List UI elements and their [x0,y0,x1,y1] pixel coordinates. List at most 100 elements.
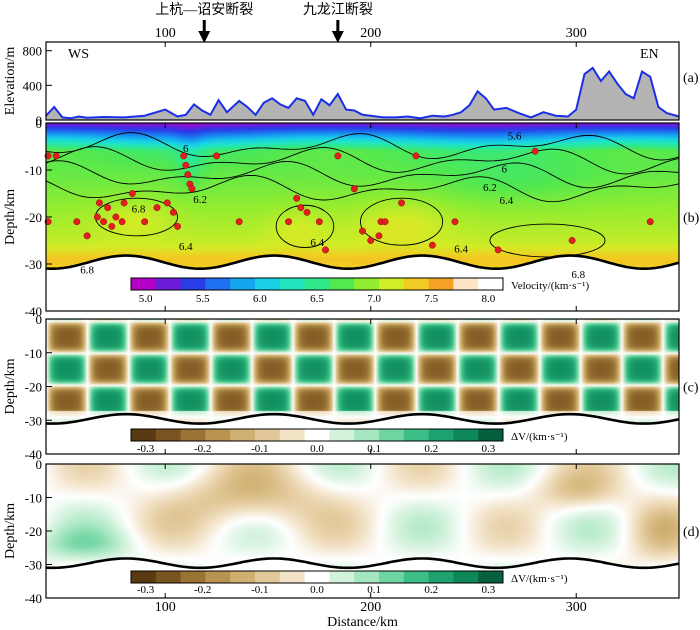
earthquake-dot [367,237,375,244]
colorbar-tick-label: 0.0 [310,443,324,455]
colorbar-tick-label: 0.3 [482,443,496,455]
earthquake-dot [174,222,181,230]
contour-label: 6.8 [80,264,94,276]
dv-colorbar-c-frame [130,428,504,442]
colorbar-swatch [403,278,430,290]
velocity-contour-closed [489,223,606,258]
colorbar-swatch [453,429,479,441]
colorbar-swatch [304,278,330,290]
colorbar-swatch [205,571,231,583]
label-en: EN [640,47,659,62]
earthquake-dot [412,152,420,160]
earthquake-dot [285,218,292,226]
earthquake-dot [646,218,654,226]
panel-a-frame [45,41,680,121]
depth-tick-label: -30 [25,413,42,428]
depth-tick-label: -20 [25,210,42,225]
earthquake-dot [118,218,126,226]
dv-colorbar-d-label: ΔV/(km·s⁻¹) [511,573,568,585]
top-tick-label: 200 [360,26,381,41]
earthquake-dot [153,204,161,212]
colorbar-tick-label: 5.5 [196,293,210,305]
colorbar-tick-label: 0.1 [367,443,381,455]
colorbar-swatch [255,429,281,441]
colorbar-swatch [403,429,430,441]
contour-label: 5.6 [508,130,522,142]
bottom-tick-label: 200 [360,600,381,615]
top-tick-label: 300 [566,26,587,41]
depth-tick-label: -40 [25,304,42,319]
velocity-contour [45,160,680,189]
x-axis-label: Distance/km [327,615,398,630]
colorbar-swatch [279,278,306,290]
earthquake-dot [95,199,103,207]
contour-label: 6.4 [499,195,513,207]
depth-axis-label: Depth/km [3,503,18,559]
elevation-tick-label: 0 [36,113,43,128]
colorbar-swatch [329,571,355,583]
depth-tick-label: -30 [25,257,42,272]
moho-line [45,254,680,270]
depth-tick-label: -10 [25,491,42,506]
colorbar-tick-label: 8.0 [482,293,496,305]
colorbar-swatch [478,429,504,441]
colorbar-tick-label: -0.2 [194,443,211,455]
contour-label: 6.2 [193,194,207,206]
fault-label-shanghang: 上杭—诏安断裂 [155,2,253,18]
velocity-contour-closed [275,204,335,248]
contour-label: 6.4 [454,243,468,255]
elevation-line [45,66,680,120]
earthquake-dot [108,222,116,230]
velocity-contour [45,174,680,203]
contour-label: 6 [502,163,508,175]
velocity-contour [45,146,680,175]
earthquake-dot [428,241,436,249]
earthquake-dot [235,218,243,226]
contour-label: 6.4 [310,237,324,249]
moho-line [45,557,680,570]
colorbar-swatch [354,571,380,583]
colorbar-swatch [255,571,281,583]
earthquake-dot [359,227,366,235]
depth-tick-label: -30 [25,558,42,573]
contour-label: 6.8 [571,269,585,281]
colorbar-tick-label: -0.2 [194,584,211,596]
depth-tick-label: -20 [25,380,42,395]
earthquake-dot [141,218,149,226]
earthquake-dot [188,185,196,193]
colorbar-tick-label: 6.0 [253,293,267,305]
colorbar-swatch [379,429,405,441]
earthquake-dot [315,218,323,226]
contour-label: 6.8 [132,203,146,215]
colorbar-swatch [478,571,504,583]
colorbar-swatch [304,571,330,583]
elevation-axis-label: Elevation/m [3,47,18,116]
fault-label-jiulongjiang: 九龙江断裂 [303,2,373,18]
depth-tick-label: 0 [36,457,43,472]
depth-tick-label: 0 [36,312,43,327]
earthquake-dot [83,232,91,240]
earthquake-dot [112,213,120,221]
earthquake-dot [213,152,221,160]
earthquake-dot [531,147,539,155]
contour-label: 6.2 [483,182,497,194]
earthquake-dot [334,152,342,160]
dv-colorbar-c-label: ΔV/(km·s⁻¹) [511,431,568,443]
colorbar-swatch [379,278,405,290]
earthquake-dot [293,194,301,202]
label-ws: WS [68,47,89,62]
earthquake-dot [350,185,358,193]
colorbar-tick-label: 5.0 [139,293,153,305]
earthquake-dot [375,232,383,240]
colorbar-swatch [279,429,306,441]
earthquake-dot [100,218,107,226]
colorbar-tick-label: 0.3 [482,584,496,596]
bottom-tick-label: 300 [566,600,587,615]
moho-line [45,412,680,425]
colorbar-swatch [230,429,256,441]
depth-axis-label: Depth/km [3,358,18,414]
elevation-tick-label: 800 [23,44,43,59]
colorbar-swatch [180,278,206,290]
earthquake-dot [568,237,576,244]
